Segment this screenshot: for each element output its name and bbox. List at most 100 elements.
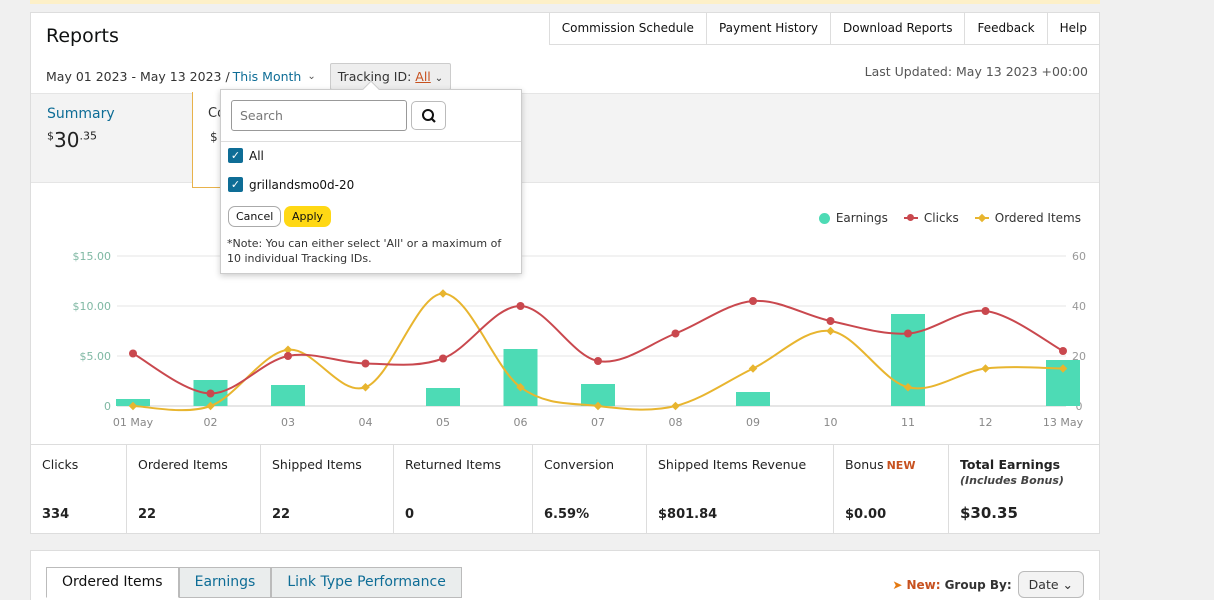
checkbox-checked-icon[interactable]: ✓ — [228, 177, 243, 192]
x-tick: 11 — [901, 416, 915, 429]
point-ordered-items — [128, 401, 138, 411]
tab-earnings[interactable]: Earnings — [178, 567, 272, 598]
tab-feedback[interactable]: Feedback — [965, 12, 1048, 45]
tracking-id-dropdown: ✓ All ✓ grillandsmo0d-20 Cancel Apply *N… — [220, 80, 522, 274]
apply-button[interactable]: Apply — [284, 206, 332, 227]
tracking-note: *Note: You can either select 'All' or a … — [227, 237, 502, 265]
summary-label: Summary — [47, 106, 115, 122]
tracking-value: All — [415, 69, 431, 84]
point-ordered-items — [748, 364, 758, 373]
reports-panel: Reports Commission Schedule Payment Hist… — [30, 12, 1100, 534]
point-clicks — [904, 329, 912, 338]
tab-ordered-items[interactable]: Ordered Items — [46, 567, 179, 598]
point-clicks — [361, 359, 370, 368]
point-clicks — [206, 389, 215, 398]
stat-clicks: Clicks 334 — [31, 445, 127, 534]
rocket-icon: ➤ — [892, 577, 903, 592]
y-tick-left: $10.00 — [73, 300, 112, 313]
legend-clicks[interactable]: Clicks — [903, 211, 959, 225]
x-tick: 02 — [204, 416, 218, 429]
x-tick: 12 — [979, 416, 993, 429]
point-clicks — [749, 297, 757, 305]
legend-ordered-items[interactable]: Ordered Items — [974, 211, 1081, 225]
point-clicks — [129, 349, 137, 358]
date-filter-row: May 01 2023 - May 13 2023 / This Month ⌄… — [46, 63, 452, 90]
tab-payment-history[interactable]: Payment History — [706, 12, 831, 45]
summary-strip: Summary $30.35 Co $ — [31, 92, 1099, 188]
period-link[interactable]: This Month — [232, 69, 302, 84]
checkbox-checked-icon[interactable]: ✓ — [228, 148, 243, 163]
search-button[interactable] — [411, 101, 446, 130]
tracking-id-button[interactable]: Tracking ID: All ⌄ — [329, 63, 452, 90]
x-tick: 13 May — [1043, 416, 1084, 429]
bar-earnings — [503, 349, 538, 406]
legend-swatch — [903, 214, 918, 221]
details-panel: Ordered Items Earnings Link Type Perform… — [30, 550, 1100, 600]
point-clicks — [1059, 347, 1067, 355]
stat-shipped-items: Shipped Items 22 — [261, 445, 394, 534]
stat-shipped-revenue: Shipped Items Revenue $801.84 — [647, 445, 834, 534]
bar-earnings — [271, 385, 305, 406]
tab-help[interactable]: Help — [1047, 12, 1100, 45]
point-ordered-items — [516, 383, 525, 392]
point-ordered-items — [903, 383, 913, 392]
y-tick-left: 0 — [104, 400, 111, 413]
tab-commission-schedule[interactable]: Commission Schedule — [548, 12, 707, 45]
point-ordered-items — [826, 326, 835, 336]
x-tick: 07 — [591, 416, 605, 429]
last-updated: Last Updated: May 13 2023 +00:00 — [864, 64, 1088, 79]
y-tick-right: 60 — [1072, 250, 1086, 263]
point-clicks — [981, 307, 990, 315]
option-all[interactable]: ✓ All — [228, 148, 264, 163]
cancel-button[interactable]: Cancel — [228, 206, 282, 227]
point-ordered-items — [593, 401, 603, 411]
x-tick: 08 — [669, 416, 683, 429]
earnings-chart: 0$5.00$10.00$15.000204060035801 May02030… — [73, 250, 1087, 429]
y-tick-right: 20 — [1072, 350, 1086, 363]
stat-total-earnings: Total Earnings (Includes Bonus) $30.35 — [960, 457, 1064, 522]
tracking-label: Tracking ID: — [337, 69, 412, 84]
point-ordered-items — [361, 383, 370, 392]
legend-swatch — [818, 212, 830, 224]
point-clicks — [439, 354, 447, 363]
x-tick: 01 May — [113, 416, 154, 429]
option-tracking-id[interactable]: ✓ grillandsmo0d-20 — [228, 177, 354, 192]
bar-earnings — [736, 392, 770, 406]
chevron-down-icon[interactable]: ⌄ — [307, 71, 316, 82]
y-tick-left: $5.00 — [80, 350, 112, 363]
y-tick-right: 0 — [1076, 400, 1083, 413]
x-tick: 04 — [359, 416, 373, 429]
x-tick: 03 — [281, 416, 295, 429]
point-ordered-items — [981, 364, 990, 373]
x-tick: 09 — [746, 416, 760, 429]
point-ordered-items — [1058, 364, 1068, 373]
search-icon — [422, 109, 436, 123]
point-ordered-items — [283, 345, 293, 354]
notification-strip — [30, 0, 1100, 4]
point-ordered-items — [206, 401, 215, 411]
summary-card[interactable]: Summary $30.35 — [47, 106, 115, 152]
card-value: $ — [210, 130, 218, 144]
bar-earnings — [426, 388, 460, 406]
stat-bonus: Bonus NEW $0.00 — [834, 445, 949, 534]
point-ordered-items — [671, 401, 680, 411]
point-clicks — [826, 317, 835, 325]
date-range: May 01 2023 - May 13 2023 / — [46, 69, 230, 84]
y-tick-left: $15.00 — [73, 250, 112, 263]
page-title: Reports — [46, 25, 119, 47]
legend-earnings[interactable]: Earnings — [818, 211, 888, 225]
tab-link-type-performance[interactable]: Link Type Performance — [271, 567, 462, 598]
legend-swatch — [974, 213, 989, 223]
x-tick: 06 — [514, 416, 528, 429]
chevron-down-icon: ⌄ — [434, 73, 444, 84]
tracking-search-input[interactable] — [231, 100, 407, 131]
stat-returned-items: Returned Items 0 — [394, 445, 533, 534]
group-by-select[interactable]: Date ⌄ — [1017, 571, 1084, 598]
summary-card-selected[interactable]: Co $ — [192, 92, 225, 188]
tab-download-reports[interactable]: Download Reports — [830, 12, 966, 45]
point-clicks — [516, 302, 525, 310]
summary-value: $30.35 — [47, 128, 97, 152]
chart-legend: Earnings Clicks Ordered Items — [803, 211, 1081, 225]
y-tick-right: 40 — [1072, 300, 1086, 313]
point-clicks — [671, 329, 680, 338]
